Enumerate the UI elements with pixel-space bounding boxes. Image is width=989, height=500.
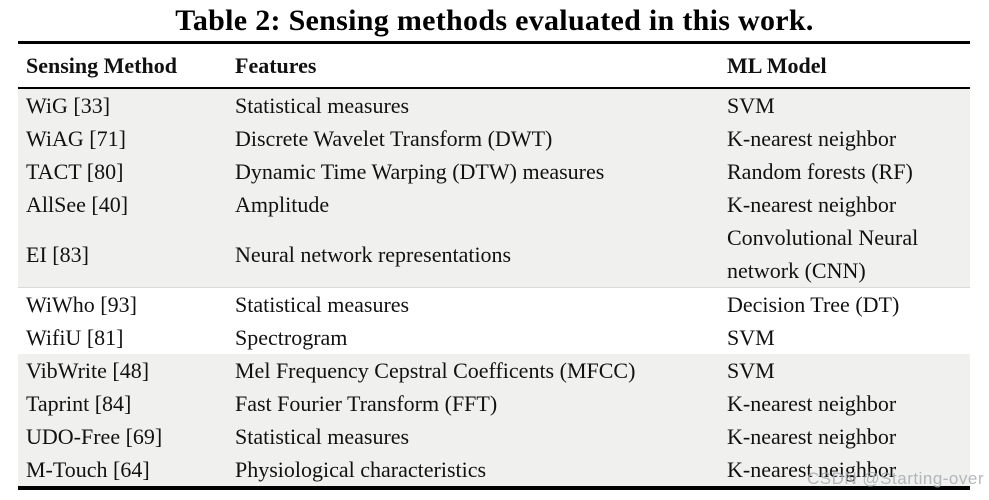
cell-sensing-method: EI [83] (26, 241, 89, 267)
cell-features: Discrete Wavelet Transform (DWT) (235, 126, 553, 151)
table-row: UDO-Free [69] Statistical measures K-nea… (18, 420, 970, 453)
table-row: TACT [80] Dynamic Time Warping (DTW) mea… (18, 155, 970, 188)
table-row: Taprint [84] Fast Fourier Transform (FFT… (18, 387, 970, 420)
cell-ml-model: K-nearest neighbor (727, 126, 897, 151)
cell-features: Neural network representations (235, 241, 512, 267)
cell-ml-model: K-nearest neighbor (727, 457, 897, 482)
table-row: AllSee [40] Amplitude K-nearest neighbor (18, 188, 970, 221)
cell-ml-model: SVM (727, 93, 775, 118)
cell-features: Statistical measures (235, 93, 410, 118)
cell-features: Mel Frequency Cepstral Coefficents (MFCC… (235, 358, 636, 383)
cell-sensing-method: TACT [80] (26, 159, 124, 184)
col-header-features: Features (235, 52, 317, 78)
cell-features: Fast Fourier Transform (FFT) (235, 391, 498, 416)
cell-features: Statistical measures (235, 424, 410, 449)
cell-ml-model: K-nearest neighbor (727, 192, 897, 217)
cell-ml-model: K-nearest neighbor (727, 424, 897, 449)
cell-sensing-method: M-Touch [64] (26, 457, 150, 482)
cell-sensing-method: VibWrite [48] (26, 358, 150, 383)
table-row: EI [83] Neural network representations C… (18, 221, 970, 288)
table-row: VibWrite [48] Mel Frequency Cepstral Coe… (18, 354, 970, 387)
cell-ml-model: Random forests (RF) (727, 159, 913, 184)
table-row: WifiU [81] Spectrogram SVM (18, 321, 970, 354)
cell-sensing-method: WiG [33] (26, 93, 111, 118)
table-caption: Table 2: Sensing methods evaluated in th… (175, 4, 814, 37)
cell-sensing-method: Taprint [84] (26, 391, 132, 416)
watermark: CSDN @Starting-over (807, 469, 984, 488)
table-header-row: Sensing Method Features ML Model (18, 44, 970, 89)
cell-sensing-method: UDO-Free [69] (26, 424, 163, 449)
cell-sensing-method: AllSee [40] (26, 192, 129, 217)
table-row: M-Touch [64] Physiological characteristi… (18, 453, 970, 486)
cell-sensing-method: WiAG [71] (26, 126, 126, 151)
table-row: WiG [33] Statistical measures SVM (18, 89, 970, 122)
cell-features: Amplitude (235, 192, 330, 217)
cell-ml-model: SVM (727, 325, 775, 350)
cell-ml-model: K-nearest neighbor (727, 391, 897, 416)
sensing-methods-table: Sensing Method Features ML Model WiG [33… (18, 41, 970, 490)
table-row: WiWho [93] Statistical measures Decision… (18, 288, 970, 321)
cell-ml-model: Decision Tree (DT) (727, 292, 900, 317)
table-row: WiAG [71] Discrete Wavelet Transform (DW… (18, 122, 970, 155)
cell-features: Dynamic Time Warping (DTW) measures (235, 159, 605, 184)
cell-features: Physiological characteristics (235, 457, 487, 482)
cell-sensing-method: WiWho [93] (26, 292, 137, 317)
table-body: WiG [33] Statistical measures SVM WiAG [… (18, 89, 970, 490)
col-header-sensing-method: Sensing Method (26, 52, 177, 78)
col-header-ml-model: ML Model (727, 52, 827, 78)
cell-features: Spectrogram (235, 325, 348, 350)
cell-ml-model: SVM (727, 358, 775, 383)
cell-ml-model: Convolutional Neural network (CNN) (727, 225, 919, 283)
cell-sensing-method: WifiU [81] (26, 325, 124, 350)
cell-features: Statistical measures (235, 292, 410, 317)
